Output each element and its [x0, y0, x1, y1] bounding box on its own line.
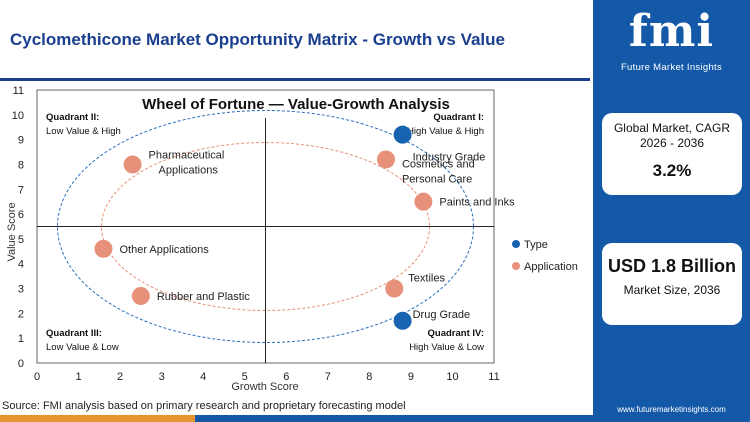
y-tick-label: 1 [18, 333, 24, 345]
y-tick-label: 3 [18, 284, 24, 296]
y-tick-label: 9 [18, 135, 24, 147]
y-tick-label: 4 [18, 259, 24, 271]
legend-application-marker [512, 262, 520, 270]
point-label: Other Applications [119, 244, 209, 256]
quadrant-title: Quadrant III: [46, 328, 102, 339]
application-point [94, 239, 113, 258]
cagr-label: Global Market, CAGR 2026 - 2036 [613, 121, 731, 150]
market-size-label: Market Size, 2036 [623, 283, 721, 297]
legend: Type Application [512, 239, 578, 273]
page-title: Cyclomethicone Market Opportunity Matrix… [10, 30, 505, 49]
cagr-card: Global Market, CAGR 2026 - 2036 3.2% [602, 113, 742, 195]
bottom-accent-orange [0, 415, 195, 422]
market-size-card: USD 1.8 Billion Market Size, 2036 [602, 243, 742, 325]
x-tick-label: 3 [159, 371, 165, 383]
y-tick-label: 10 [12, 110, 24, 122]
application-point [414, 192, 433, 211]
y-tick-label: 0 [18, 358, 24, 370]
legend-application-label: Application [524, 261, 578, 273]
x-tick-label: 2 [117, 371, 123, 383]
x-tick-label: 11 [488, 371, 499, 383]
y-tick-label: 6 [18, 209, 24, 221]
chart-title: Wheel of Fortune — Value-Growth Analysis [142, 96, 450, 113]
cagr-value: 3.2% [652, 161, 692, 180]
quadrant-title: Quadrant IV: [428, 328, 484, 339]
x-tick-label: 5 [242, 371, 248, 383]
market-size-value: USD 1.8 Billion [607, 256, 737, 276]
x-tick-label: 7 [325, 371, 331, 383]
point-label: Drug Grade [413, 309, 470, 321]
quadrant-subtitle: Low Value & Low [46, 342, 119, 353]
type-point [393, 125, 412, 144]
x-tick-label: 1 [75, 371, 81, 383]
bottom-accent-blue [195, 415, 593, 422]
quadrant-title: Quadrant I: [433, 112, 484, 123]
website-link[interactable]: www.futuremarketinsights.com [617, 405, 726, 414]
application-point [131, 286, 150, 305]
application-point [385, 279, 404, 298]
y-tick-label: 5 [18, 234, 24, 246]
point-label: Industry Grade [413, 152, 486, 164]
point-label: Paints and Inks [439, 197, 515, 209]
y-tick-label: 7 [18, 184, 24, 196]
legend-type-label: Type [524, 239, 548, 251]
x-tick-label: 6 [283, 371, 289, 383]
matrix-chart: Wheel of Fortune — Value-Growth Analysis… [6, 85, 578, 393]
bottom-accent-bar [0, 415, 593, 422]
x-axis-label: Growth Score [231, 381, 298, 393]
plot-layer: 0 1 2 3 4 5 6 7 8 9 10 11 0 1 2 3 4 5 6 7 8 9 10 11 Quadrant II:… [12, 85, 515, 383]
title-rule [0, 78, 590, 81]
type-point [393, 311, 412, 330]
logo-mark: fmi [628, 6, 715, 57]
application-point [123, 155, 142, 174]
application-point [376, 150, 395, 169]
y-tick-label: 2 [18, 308, 24, 320]
quadrant-subtitle: Low Value & High [46, 126, 121, 137]
quadrant-title: Quadrant II: [46, 112, 99, 123]
x-tick-label: 4 [200, 371, 206, 383]
fmi-logo: fmi Future Market Insights [593, 6, 750, 74]
x-tick-label: 9 [408, 371, 414, 383]
sidebar: fmi Future Market Insights Global Market… [593, 0, 750, 422]
y-axis-label: Value Score [6, 202, 18, 261]
quadrant-subtitle: High Value & High [407, 126, 484, 137]
y-tick-label: 8 [18, 159, 24, 171]
logo-tagline: Future Market Insights [620, 62, 723, 73]
x-tick-label: 0 [34, 371, 40, 383]
x-tick-label: 8 [366, 371, 372, 383]
x-tick-label: 10 [446, 371, 458, 383]
quadrant-subtitle: High Value & Low [409, 342, 484, 353]
legend-type-marker [512, 240, 520, 248]
y-tick-label: 11 [13, 85, 24, 97]
source-note: Source: FMI analysis based on primary re… [2, 400, 406, 412]
point-label: Rubber and Plastic [157, 291, 250, 303]
point-label: Pharmaceutical Applications [149, 149, 225, 176]
point-label: Textiles [408, 273, 445, 285]
point-label: Cosmetics and Personal Care [402, 158, 475, 185]
